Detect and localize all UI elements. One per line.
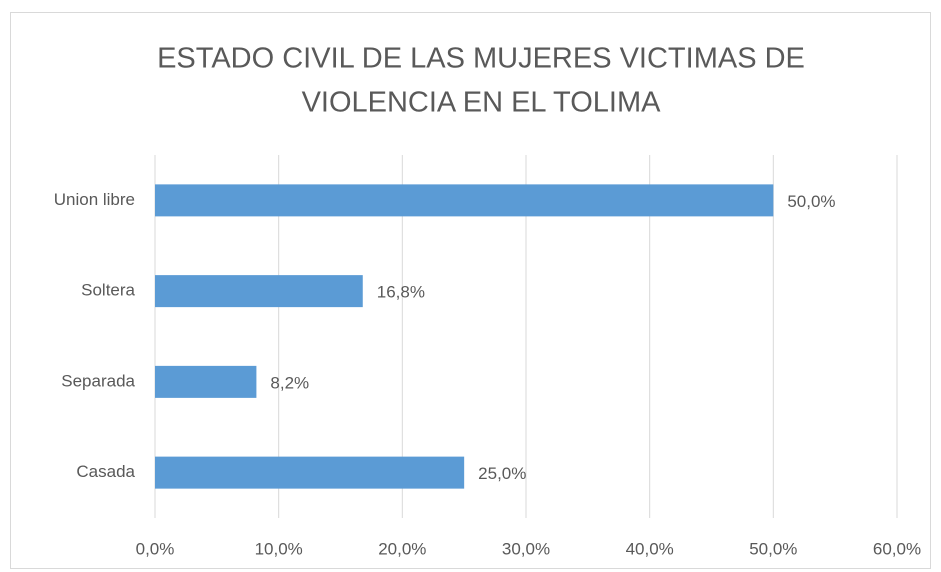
bar: [155, 275, 363, 308]
x-tick-label: 50,0%: [749, 539, 797, 558]
data-label: 50,0%: [787, 192, 835, 211]
x-tick-label: 0,0%: [136, 539, 175, 558]
data-label: 25,0%: [478, 464, 526, 483]
data-label: 8,2%: [270, 373, 309, 392]
bar: [155, 184, 774, 217]
x-tick-label: 60,0%: [873, 539, 921, 558]
bar: [155, 456, 465, 489]
y-tick-label: Soltera: [81, 281, 135, 300]
bar: [155, 365, 257, 398]
data-label: 16,8%: [377, 283, 425, 302]
x-tick-label: 10,0%: [255, 539, 303, 558]
x-tick-label: 30,0%: [502, 539, 550, 558]
y-tick-label: Casada: [76, 462, 135, 481]
y-tick-label: Union libre: [54, 190, 135, 209]
chart-title: ESTADO CIVIL DE LAS MUJERES VICTIMAS DE: [157, 43, 805, 75]
x-tick-label: 40,0%: [626, 539, 674, 558]
chart-title: VIOLENCIA EN EL TOLIMA: [302, 87, 662, 119]
y-tick-label: Separada: [61, 371, 135, 390]
x-tick-label: 20,0%: [378, 539, 426, 558]
